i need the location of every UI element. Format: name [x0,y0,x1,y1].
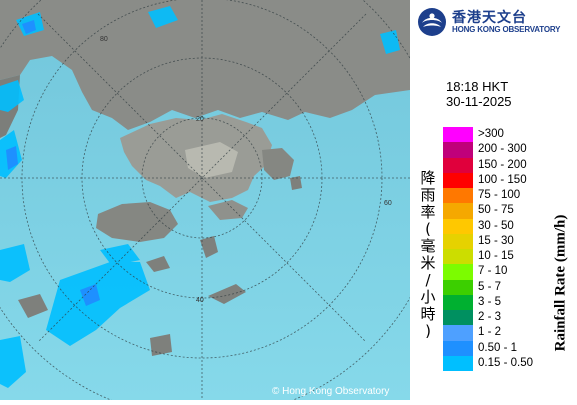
legend-swatch [443,127,473,143]
ring-label-40: 40 [196,297,204,304]
legend-label: 5 - 7 [478,280,502,293]
legend-swatch [443,264,473,280]
legend-swatch [443,188,473,204]
hko-logo-icon [418,8,446,36]
legend-label: 7 - 10 [478,265,508,278]
legend-label: 200 - 300 [478,143,527,156]
lamma-island [200,236,218,258]
range-ring-labels: 20 40 60 80 [100,36,392,304]
sw-island [150,334,172,356]
legend-swatch [443,340,473,356]
lantau-island [96,202,178,242]
ring-label-80: 80 [100,36,108,43]
legend-swatch [443,249,473,265]
kowloon-urban [185,142,238,178]
east-island [290,176,302,190]
legend-title-english: Rainfall Rate (mm/h) [552,214,569,352]
ring-label-60: 60 [384,200,392,207]
legend-label: 50 - 75 [478,204,514,217]
legend-label: 30 - 50 [478,219,514,232]
timestamp-date: 30-11-2025 [446,94,512,109]
legend-title-chinese: 降 雨 率 ( 毫 米 / 小 時 ) [420,169,436,340]
west-island [18,294,48,318]
radar-map-svg: 20 40 60 80 [0,0,443,405]
legend-swatch [443,355,473,371]
timestamp-time: 18:18 HKT [446,79,509,94]
rain-echoes [0,6,400,388]
hk-island [208,200,248,220]
legend-label: >300 [478,128,504,140]
legend-color-scale [443,127,473,371]
legend-swatch [443,233,473,249]
legend-swatch [443,203,473,219]
sai-kung-land [262,148,294,180]
rain-echoes-moderate [6,20,100,306]
poi-toi-island [208,284,246,304]
legend-label-list: >300 200 - 300 150 - 200 100 - 150 75 - 100 5… [478,127,533,371]
radar-map: 20 40 60 80 © Hong Kong Observatory [0,0,443,405]
legend-swatch [443,325,473,341]
legend-panel: 香港天文台 HONG KONG OBSERVATORY 18:18 HKT 30… [410,0,577,400]
soko-islands [146,256,170,272]
legend-swatch [443,294,473,310]
legend-swatch [443,279,473,295]
legend-label: 100 - 150 [478,173,527,186]
legend-label: 75 - 100 [478,189,521,201]
logo-english-text: HONG KONG OBSERVATORY [452,25,561,34]
legend-label: 10 - 15 [478,250,514,262]
copyright-text: © Hong Kong Observatory [272,386,390,397]
legend-swatch [443,218,473,234]
legend-label: 0.15 - 0.50 [478,356,533,369]
legend-swatch [443,310,473,326]
legend-label: 0.50 - 1 [478,341,517,354]
legend-label: 2 - 3 [478,311,502,323]
legend-swatch [443,157,473,173]
legend-swatch [443,142,473,158]
legend-label: 1 - 2 [478,326,502,339]
ring-label-20: 20 [196,116,204,123]
legend-swatch [443,172,473,188]
legend-label: 150 - 200 [478,158,527,171]
legend-label: 3 - 5 [478,295,502,308]
legend-label: 15 - 30 [478,234,514,247]
logo-chinese-text: 香港天文台 [452,10,527,26]
